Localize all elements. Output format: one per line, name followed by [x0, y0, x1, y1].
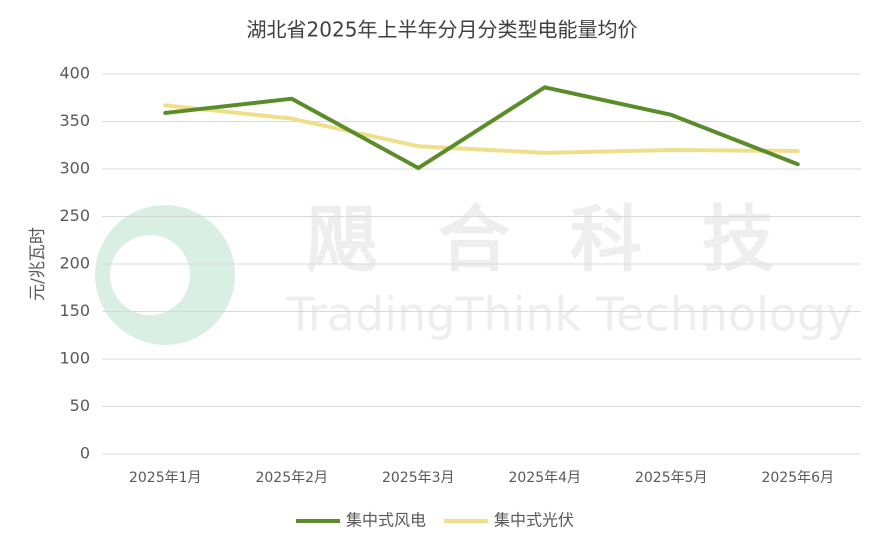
x-tick-label: 2025年6月 — [761, 470, 834, 486]
watermark: TradingThink Technology — [286, 288, 854, 342]
legend-label: 集中式风电 — [346, 511, 426, 530]
legend-label: 集中式光伏 — [494, 511, 574, 530]
y-tick-label: 0 — [80, 444, 90, 463]
x-tick-label: 2025年3月 — [382, 470, 455, 486]
y-tick-label: 150 — [59, 301, 90, 320]
x-tick-label: 2025年5月 — [635, 470, 708, 486]
y-tick-label: 350 — [59, 111, 90, 130]
y-tick-label: 100 — [59, 349, 90, 368]
y-tick-label: 300 — [59, 159, 90, 178]
x-tick-label: 2025年4月 — [508, 470, 581, 486]
y-tick-label: 200 — [59, 254, 90, 273]
chart-title: 湖北省2025年上半年分月分类型电能量均价 — [247, 18, 638, 42]
y-axis-label: 元/兆瓦时 — [28, 227, 48, 301]
y-tick-label: 50 — [70, 396, 90, 415]
watermark-logo — [95, 205, 235, 345]
series-line — [163, 103, 800, 155]
y-tick-label: 250 — [59, 206, 90, 225]
x-tick-label: 2025年2月 — [255, 470, 328, 486]
x-tick-label: 2025年1月 — [129, 470, 202, 486]
watermark: 飓合科技 — [306, 198, 834, 282]
y-tick-label: 400 — [59, 64, 90, 83]
series-line — [163, 85, 800, 171]
